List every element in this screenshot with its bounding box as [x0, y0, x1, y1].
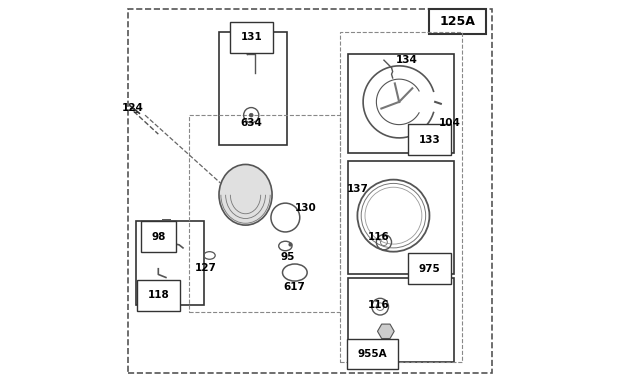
Text: 116: 116 — [368, 300, 389, 310]
Bar — [348, 161, 454, 274]
Text: 617: 617 — [283, 282, 305, 292]
Text: 137: 137 — [347, 184, 368, 194]
Text: 634: 634 — [241, 118, 262, 128]
Text: 127: 127 — [195, 263, 216, 273]
Text: 95: 95 — [280, 252, 294, 262]
Polygon shape — [378, 324, 394, 338]
Text: 133: 133 — [418, 135, 440, 145]
FancyBboxPatch shape — [430, 9, 486, 34]
Bar — [219, 32, 287, 146]
Bar — [340, 32, 462, 362]
Text: 118: 118 — [148, 290, 169, 300]
Text: 130: 130 — [295, 203, 317, 213]
Bar — [136, 221, 204, 305]
Text: 116: 116 — [368, 231, 389, 241]
Text: 124: 124 — [122, 103, 144, 113]
Bar — [348, 278, 454, 362]
Bar — [188, 115, 340, 312]
Text: 134: 134 — [396, 55, 417, 65]
Text: 955A: 955A — [358, 349, 388, 359]
Text: 125A: 125A — [440, 15, 476, 28]
Text: 975: 975 — [418, 264, 440, 274]
Bar — [348, 55, 454, 153]
Text: 131: 131 — [241, 32, 262, 42]
Text: 98: 98 — [151, 231, 166, 241]
Text: 104: 104 — [439, 118, 461, 128]
Circle shape — [249, 113, 253, 117]
Ellipse shape — [219, 165, 272, 225]
